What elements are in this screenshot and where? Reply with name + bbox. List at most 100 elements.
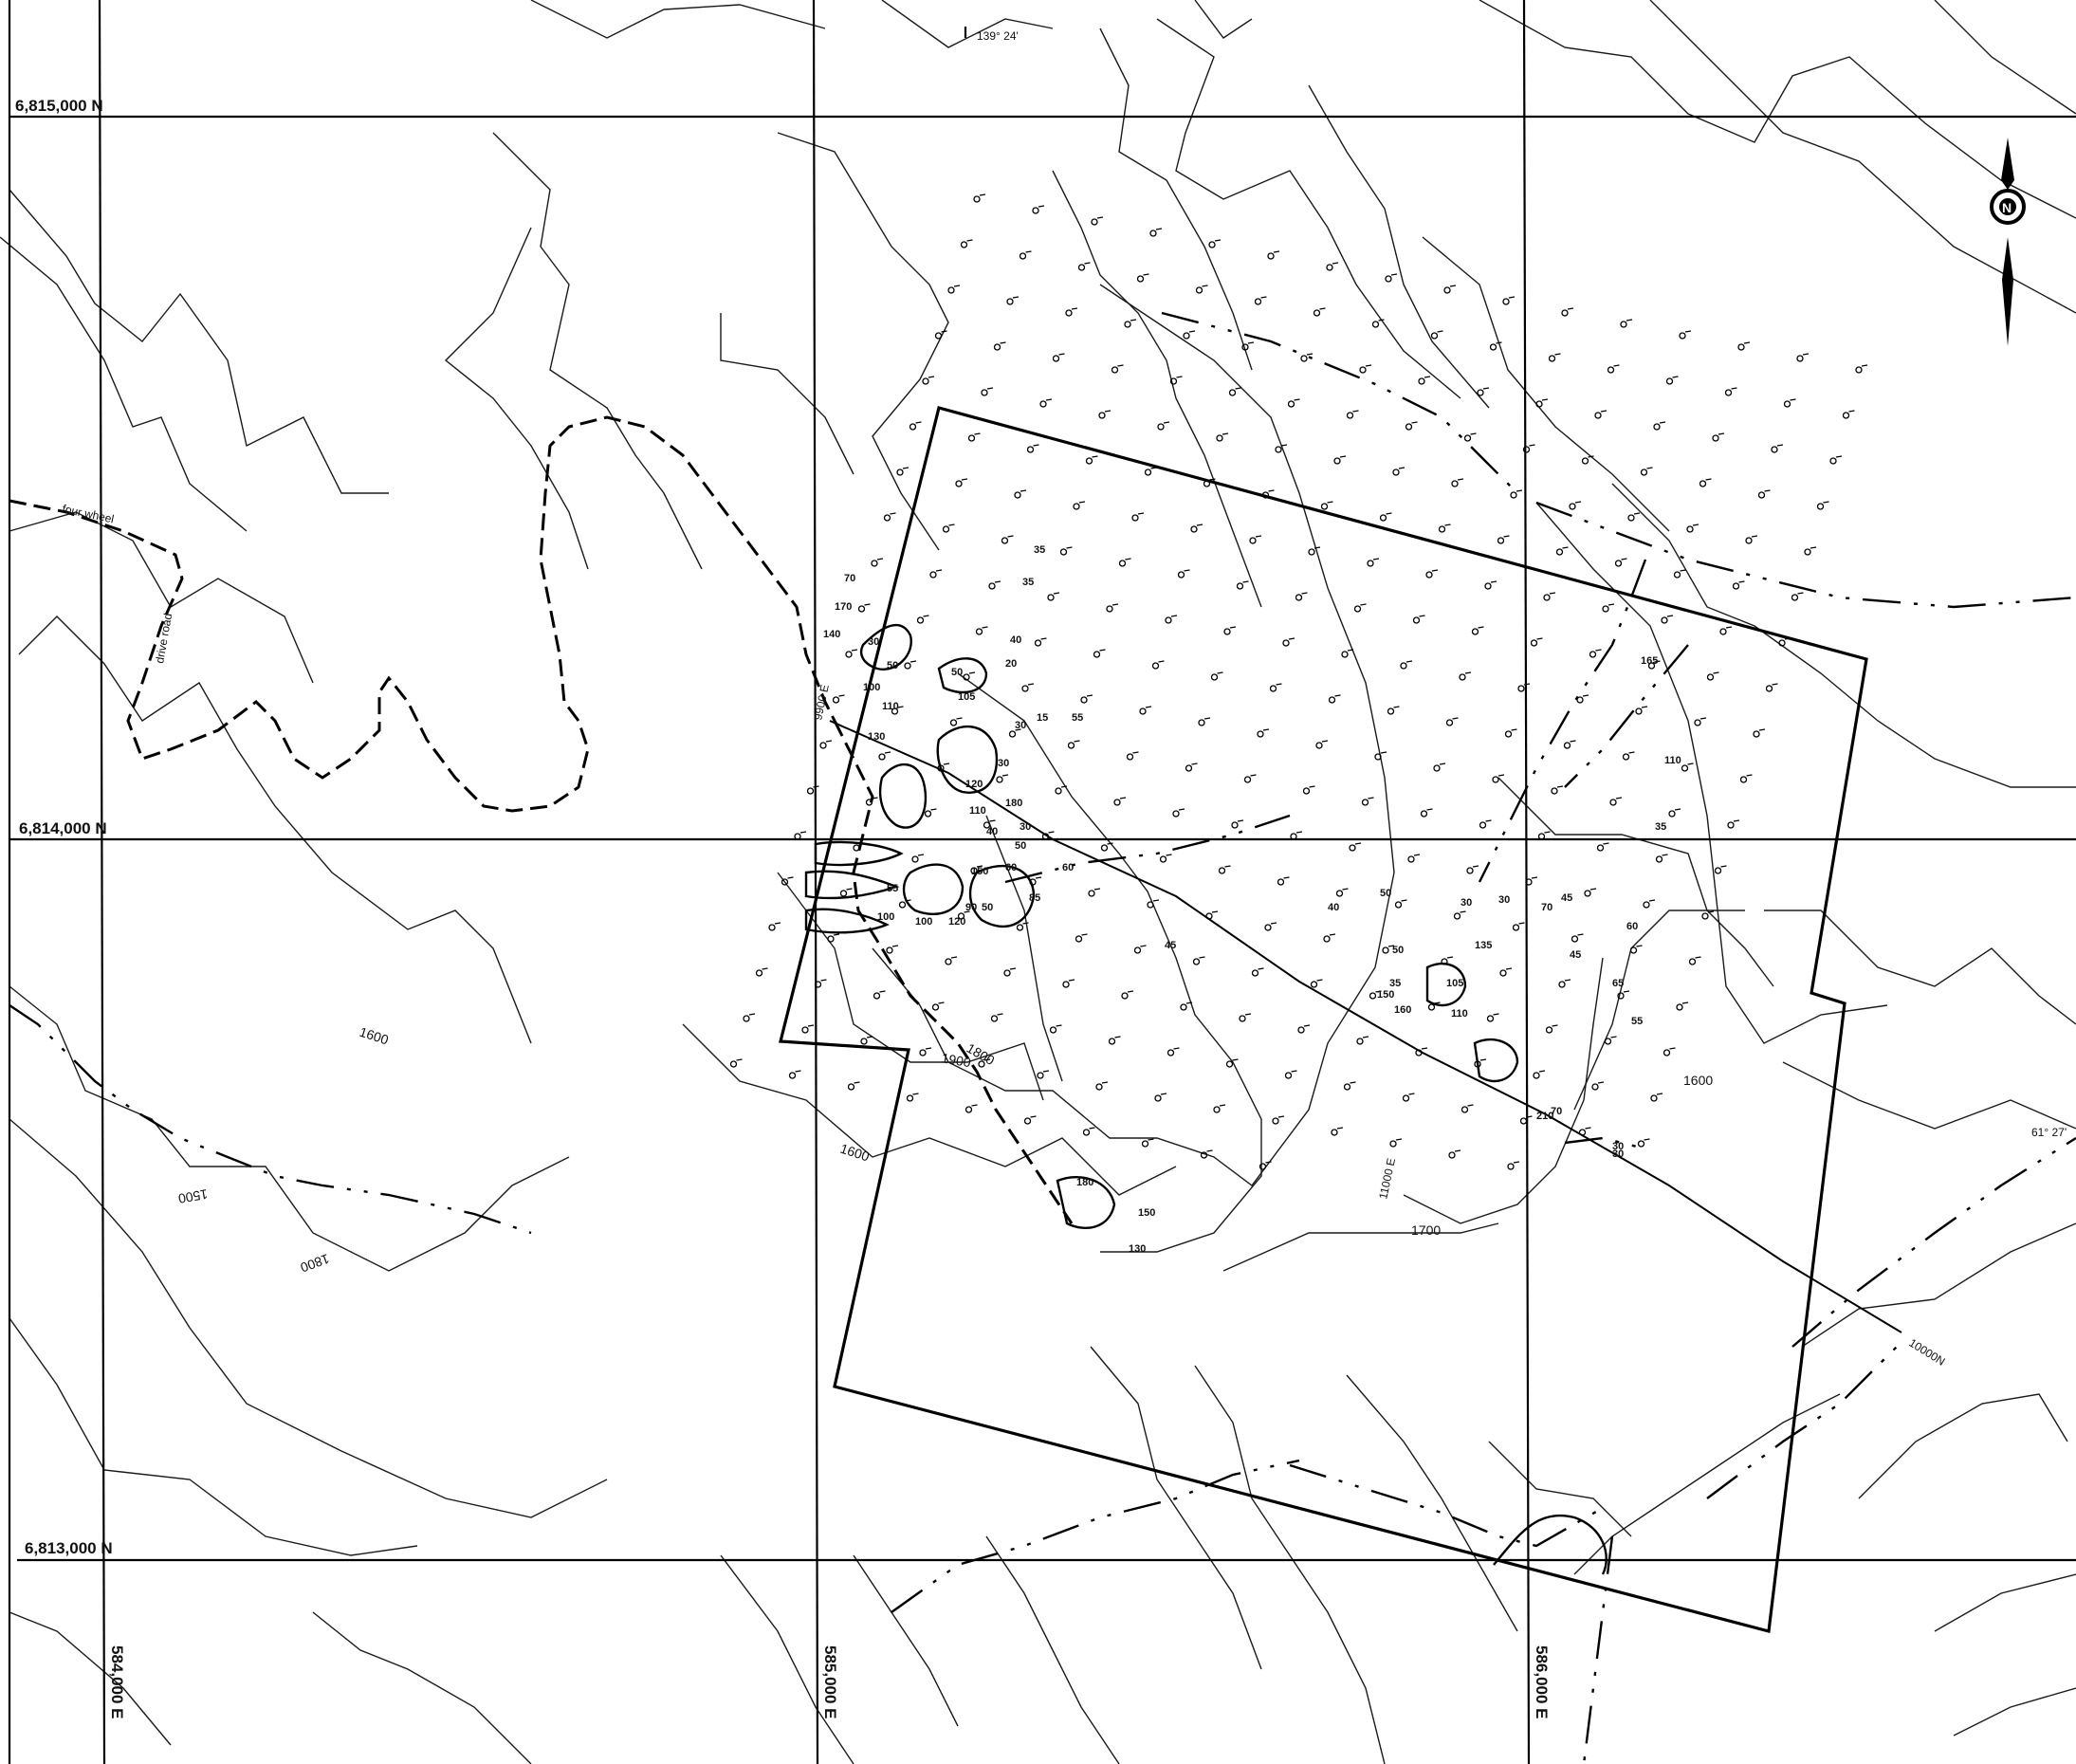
- sample-point: [1231, 821, 1239, 829]
- sample-point: [1313, 309, 1321, 317]
- utm-grid: [8, 0, 2076, 1764]
- sample-tick: [1552, 1024, 1558, 1027]
- sample-point: [1251, 969, 1259, 977]
- sample-tick: [1439, 763, 1446, 765]
- sample-tick: [1743, 341, 1751, 344]
- sample-tick: [1457, 478, 1464, 481]
- sample-point: [853, 844, 860, 852]
- sample-point: [1308, 548, 1315, 556]
- sample-point: [1448, 1151, 1456, 1159]
- sample-point: [1530, 639, 1538, 647]
- sample-tick: [1564, 979, 1571, 982]
- sample-tick: [1648, 899, 1656, 902]
- sample-point: [1430, 332, 1439, 340]
- sample-point: [963, 673, 970, 681]
- sample-value-label: 15: [1037, 712, 1048, 724]
- sample-tick: [1372, 558, 1380, 560]
- sample-point: [827, 935, 835, 943]
- sample-point: [1003, 969, 1011, 977]
- claim-boundary: [778, 406, 1868, 1634]
- sample-tick: [1066, 546, 1073, 549]
- sample-tick: [1556, 785, 1564, 788]
- sample-tick: [1280, 444, 1288, 447]
- sample-tick: [1191, 763, 1198, 765]
- sample-tick: [1654, 660, 1661, 663]
- sample-point: [845, 651, 853, 658]
- sample-point: [1228, 389, 1237, 396]
- sample-tick: [1276, 683, 1282, 686]
- sample-tick: [1503, 535, 1510, 538]
- contour-label: 1900: [940, 1050, 972, 1070]
- sample-value-label: 100: [915, 916, 932, 928]
- sample-point: [1223, 628, 1231, 635]
- sample-tick: [1595, 649, 1602, 652]
- sample-tick: [1033, 444, 1039, 447]
- sample-point: [1302, 787, 1311, 795]
- sample-tick: [1554, 353, 1561, 356]
- sample-tick: [930, 808, 937, 811]
- sample-point: [1343, 1083, 1351, 1091]
- sample-tick: [1291, 1070, 1297, 1073]
- sample-tick: [1380, 751, 1387, 754]
- sample-tick: [1479, 1058, 1487, 1061]
- sample-tick: [1334, 694, 1341, 697]
- sample-point: [1441, 958, 1448, 965]
- sample-point: [788, 1072, 797, 1079]
- sample-tick: [1219, 1104, 1226, 1107]
- sample-point: [1095, 1083, 1103, 1091]
- sample-point: [1602, 605, 1609, 613]
- sample-tick: [1211, 910, 1219, 913]
- sample-point: [1254, 298, 1262, 305]
- sample-tick: [1030, 1115, 1037, 1118]
- sample-point: [1561, 309, 1569, 317]
- sample-tick: [774, 922, 781, 925]
- sample-value-label: 55: [1072, 712, 1083, 724]
- sample-tick: [1027, 683, 1035, 686]
- sample-point: [1653, 423, 1661, 431]
- sample-tick: [1731, 387, 1737, 390]
- sample-point: [1405, 423, 1413, 431]
- sample-point: [1719, 628, 1727, 635]
- sample-tick: [1166, 854, 1172, 856]
- sample-tick: [1093, 888, 1101, 891]
- sample-point: [988, 582, 996, 590]
- sample-tick: [1160, 1093, 1167, 1095]
- sample-point: [1551, 787, 1558, 795]
- sample-point: [883, 514, 891, 522]
- sample-point: [857, 605, 866, 613]
- sample-value-label: 35: [1389, 978, 1401, 989]
- sample-tick: [1549, 592, 1556, 595]
- sample-tick: [1790, 398, 1796, 401]
- sample-tick: [1644, 1138, 1650, 1141]
- sample-point: [1172, 810, 1180, 818]
- sample-value-label: 45: [1165, 940, 1176, 951]
- sample-tick: [941, 330, 947, 333]
- sample-point: [1688, 958, 1697, 965]
- sample-point: [981, 389, 988, 396]
- sample-tick: [1235, 387, 1241, 390]
- sample-point: [1032, 207, 1039, 214]
- sample-point: [1650, 1094, 1658, 1102]
- sample-value-label: 55: [887, 883, 898, 894]
- sample-point: [1272, 1117, 1279, 1125]
- sample-tick: [1401, 899, 1407, 902]
- sample-point: [755, 969, 763, 977]
- sample-tick: [1848, 410, 1855, 413]
- sample-point: [1594, 412, 1602, 419]
- sample-point: [945, 958, 952, 965]
- sample-point: [1804, 548, 1811, 556]
- sample-tick: [974, 432, 981, 435]
- sample-point: [1349, 844, 1356, 852]
- sample-value-label: 50: [1392, 945, 1404, 956]
- contour-label: 1700: [1411, 1222, 1441, 1238]
- sample-tick: [1426, 808, 1433, 811]
- sample-point: [1655, 855, 1663, 863]
- sample-tick: [1646, 467, 1653, 469]
- sample-tick: [1268, 489, 1275, 492]
- sample-point: [1326, 264, 1333, 271]
- sample-tick: [1158, 660, 1165, 663]
- sample-tick: [909, 660, 917, 663]
- sample-tick: [1623, 990, 1630, 993]
- sample-tick: [1020, 489, 1027, 492]
- sample-point: [947, 286, 955, 294]
